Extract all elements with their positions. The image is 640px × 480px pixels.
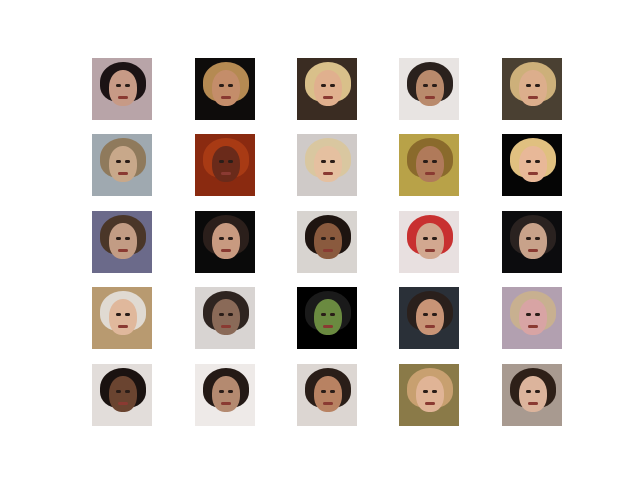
- face-sample-image: [399, 364, 461, 426]
- face-sample-image: [297, 211, 359, 273]
- face-sample-image: [297, 364, 359, 426]
- face-sample-image: [399, 211, 461, 273]
- face-sample-image: [297, 287, 359, 349]
- face-sample-image: [297, 58, 359, 120]
- face-sample-image: [195, 58, 257, 120]
- face-sample-image: [502, 287, 564, 349]
- face-sample-image: [195, 134, 257, 196]
- face-sample-image: [502, 364, 564, 426]
- face-sample-image: [502, 134, 564, 196]
- face-sample-image: [502, 211, 564, 273]
- face-sample-image: [399, 287, 461, 349]
- face-sample-image: [195, 364, 257, 426]
- face-sample-image: [92, 364, 154, 426]
- face-sample-image: [297, 134, 359, 196]
- face-sample-image: [92, 211, 154, 273]
- face-sample-image: [92, 287, 154, 349]
- face-sample-image: [92, 134, 154, 196]
- face-sample-image: [195, 211, 257, 273]
- face-sample-image: [502, 58, 564, 120]
- face-sample-image: [399, 134, 461, 196]
- face-sample-image: [399, 58, 461, 120]
- face-sample-image: [92, 58, 154, 120]
- face-sample-image: [195, 287, 257, 349]
